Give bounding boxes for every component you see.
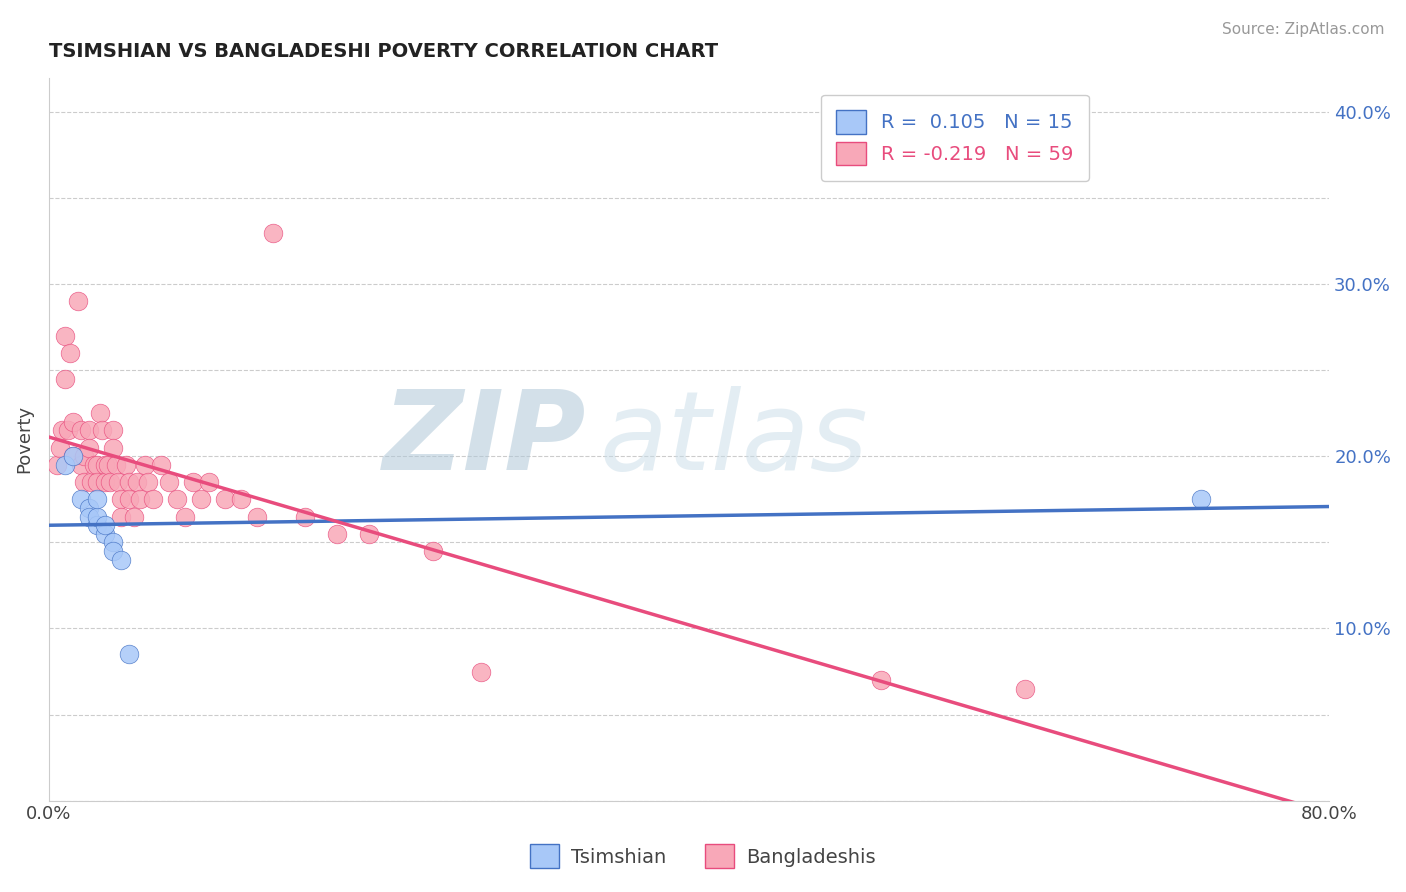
Point [70, 424, 93, 438]
Text: atlas: atlas [599, 385, 868, 492]
Point [198, 475, 221, 490]
Point [70, 492, 93, 507]
Point [101, 424, 124, 438]
Point [90, 424, 112, 438]
Point [94, 518, 117, 533]
Point [49, 441, 72, 455]
Point [105, 458, 128, 472]
Point [118, 648, 141, 662]
Point [53, 458, 76, 472]
Point [470, 665, 492, 679]
Point [77, 509, 100, 524]
Point [294, 509, 316, 524]
Point [77, 441, 100, 455]
Point [214, 492, 236, 507]
Point [97, 458, 120, 472]
Point [77, 500, 100, 515]
Point [357, 526, 380, 541]
Y-axis label: Poverty: Poverty [15, 405, 32, 473]
Point [73, 450, 96, 464]
Point [1014, 681, 1036, 696]
Point [150, 458, 173, 472]
Point [107, 475, 129, 490]
Point [114, 458, 136, 472]
Text: ZIP: ZIP [384, 385, 586, 492]
Point [59, 346, 82, 360]
Point [246, 509, 269, 524]
Point [229, 492, 252, 507]
Point [56, 424, 79, 438]
Point [86, 492, 108, 507]
Legend: Tsimshian, Bangladeshis: Tsimshian, Bangladeshis [520, 835, 886, 878]
Point [83, 458, 105, 472]
Point [79, 475, 101, 490]
Point [62, 415, 84, 429]
Point [118, 475, 141, 490]
Point [73, 475, 96, 490]
Point [70, 458, 93, 472]
Point [166, 492, 188, 507]
Point [101, 535, 124, 549]
Point [86, 509, 108, 524]
Point [129, 492, 152, 507]
Point [98, 475, 121, 490]
Point [62, 450, 84, 464]
Point [174, 509, 197, 524]
Text: Source: ZipAtlas.com: Source: ZipAtlas.com [1222, 22, 1385, 37]
Point [94, 475, 117, 490]
Point [136, 475, 159, 490]
Point [53, 328, 76, 343]
Point [142, 492, 165, 507]
Point [94, 526, 117, 541]
Text: TSIMSHIAN VS BANGLADESHI POVERTY CORRELATION CHART: TSIMSHIAN VS BANGLADESHI POVERTY CORRELA… [49, 42, 718, 61]
Point [110, 492, 132, 507]
Point [94, 458, 117, 472]
Point [46, 458, 69, 472]
Point [118, 492, 141, 507]
Point [110, 509, 132, 524]
Point [66, 294, 89, 309]
Point [190, 492, 212, 507]
Point [86, 518, 108, 533]
Point [181, 475, 204, 490]
Legend: R =  0.105   N = 15, R = -0.219   N = 59: R = 0.105 N = 15, R = -0.219 N = 59 [821, 95, 1090, 181]
Point [62, 450, 84, 464]
Point [86, 475, 108, 490]
Point [1189, 492, 1212, 507]
Point [77, 424, 100, 438]
Point [89, 406, 111, 420]
Point [125, 475, 148, 490]
Point [870, 673, 893, 687]
Point [422, 544, 444, 558]
Point [122, 509, 145, 524]
Point [262, 226, 284, 240]
Point [51, 424, 73, 438]
Point [86, 458, 108, 472]
Point [157, 475, 180, 490]
Point [101, 544, 124, 558]
Point [110, 552, 132, 566]
Point [326, 526, 349, 541]
Point [134, 458, 156, 472]
Point [101, 441, 124, 455]
Point [53, 372, 76, 386]
